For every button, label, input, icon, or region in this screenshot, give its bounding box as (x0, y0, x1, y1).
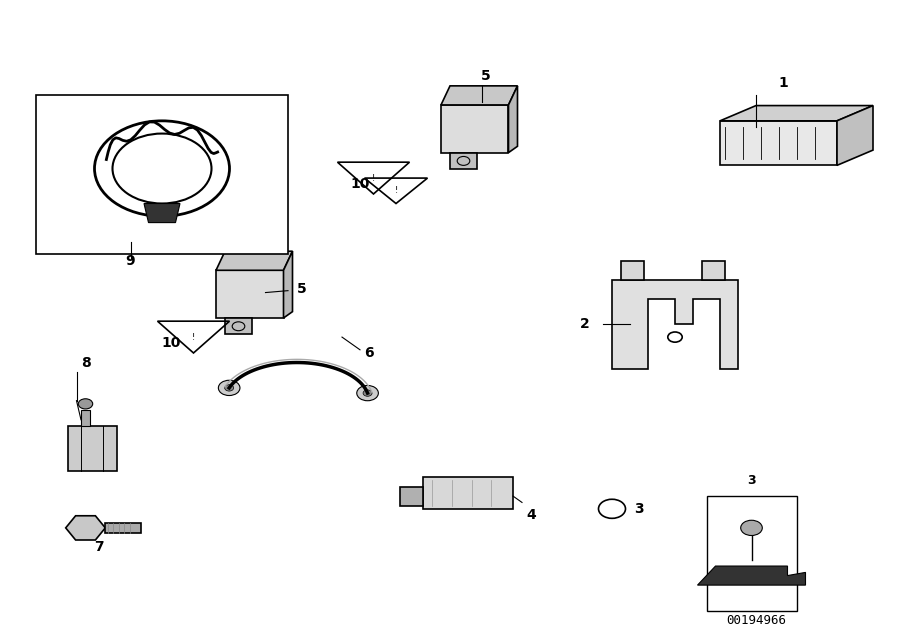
Bar (441, 105, 508, 153)
Bar (81, 410, 90, 426)
Bar (706, 496, 796, 611)
Text: 4: 4 (526, 508, 536, 522)
Circle shape (225, 385, 234, 391)
Text: 2: 2 (580, 317, 590, 331)
Bar (225, 318, 252, 334)
Circle shape (219, 380, 240, 396)
Text: 8: 8 (81, 356, 90, 370)
Bar (216, 270, 284, 318)
Polygon shape (720, 121, 837, 165)
Text: 3: 3 (747, 474, 756, 487)
Text: !: ! (372, 174, 375, 183)
Polygon shape (698, 566, 806, 585)
Bar (36, 95, 288, 254)
Polygon shape (720, 106, 873, 121)
Circle shape (741, 520, 762, 536)
Circle shape (78, 399, 93, 409)
Text: 6: 6 (364, 346, 373, 360)
Polygon shape (837, 106, 873, 165)
Polygon shape (702, 261, 724, 280)
Circle shape (356, 385, 378, 401)
Polygon shape (66, 516, 105, 540)
Polygon shape (144, 204, 180, 223)
Polygon shape (508, 86, 518, 153)
Text: 5: 5 (297, 282, 306, 296)
Text: 3: 3 (634, 502, 644, 516)
Text: 9: 9 (126, 254, 135, 268)
Polygon shape (441, 86, 518, 105)
Text: !: ! (394, 186, 398, 195)
Text: 10: 10 (350, 177, 370, 191)
Text: 00194966: 00194966 (726, 614, 786, 626)
Polygon shape (621, 261, 644, 280)
Text: 10: 10 (161, 336, 181, 350)
Bar (400, 487, 423, 506)
Bar (105, 523, 141, 533)
Text: !: ! (192, 333, 195, 342)
Polygon shape (612, 280, 738, 369)
Polygon shape (284, 251, 292, 318)
Bar (423, 477, 513, 509)
Circle shape (363, 390, 372, 396)
Text: 7: 7 (94, 540, 104, 554)
Bar (450, 153, 477, 169)
Text: 1: 1 (778, 76, 788, 90)
Bar (68, 426, 117, 471)
Text: 5: 5 (482, 69, 490, 83)
Polygon shape (216, 251, 292, 270)
